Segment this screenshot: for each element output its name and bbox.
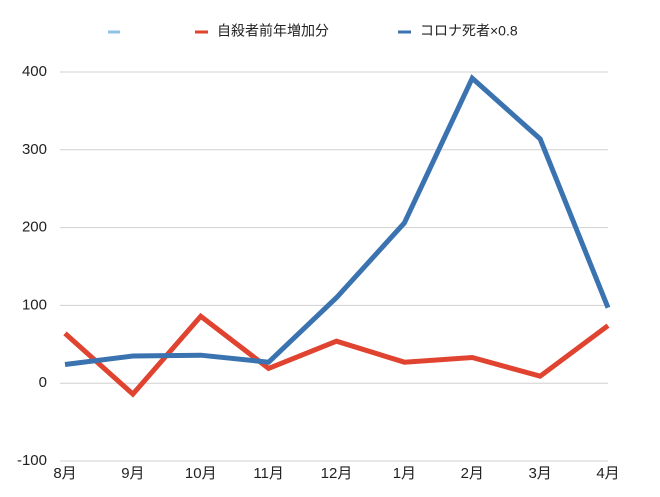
x-tick-label: 2月 <box>461 465 484 482</box>
x-tick-label: 12月 <box>321 465 353 482</box>
series-line <box>64 74 611 368</box>
x-tick-label: 1月 <box>393 465 416 482</box>
y-tick-label: 400 <box>22 63 47 80</box>
x-tick-label: 10月 <box>185 465 217 482</box>
y-tick-label: 100 <box>22 296 47 313</box>
x-tick-label: 3月 <box>528 465 551 482</box>
x-tick-label: 11月 <box>253 465 284 482</box>
y-tick-label: 200 <box>22 219 47 236</box>
x-tick-label: 8月 <box>53 465 76 482</box>
x-tick-label: 9月 <box>121 465 144 482</box>
legend-label: コロナ死者×0.8 <box>420 23 518 39</box>
legend-label: 自殺者前年増加分 <box>217 23 329 39</box>
y-tick-label: 300 <box>22 141 47 158</box>
series-line <box>63 312 610 398</box>
y-tick-label: -100 <box>17 452 47 469</box>
y-tick-label: 0 <box>39 374 47 391</box>
x-tick-label: 4月 <box>596 465 619 482</box>
